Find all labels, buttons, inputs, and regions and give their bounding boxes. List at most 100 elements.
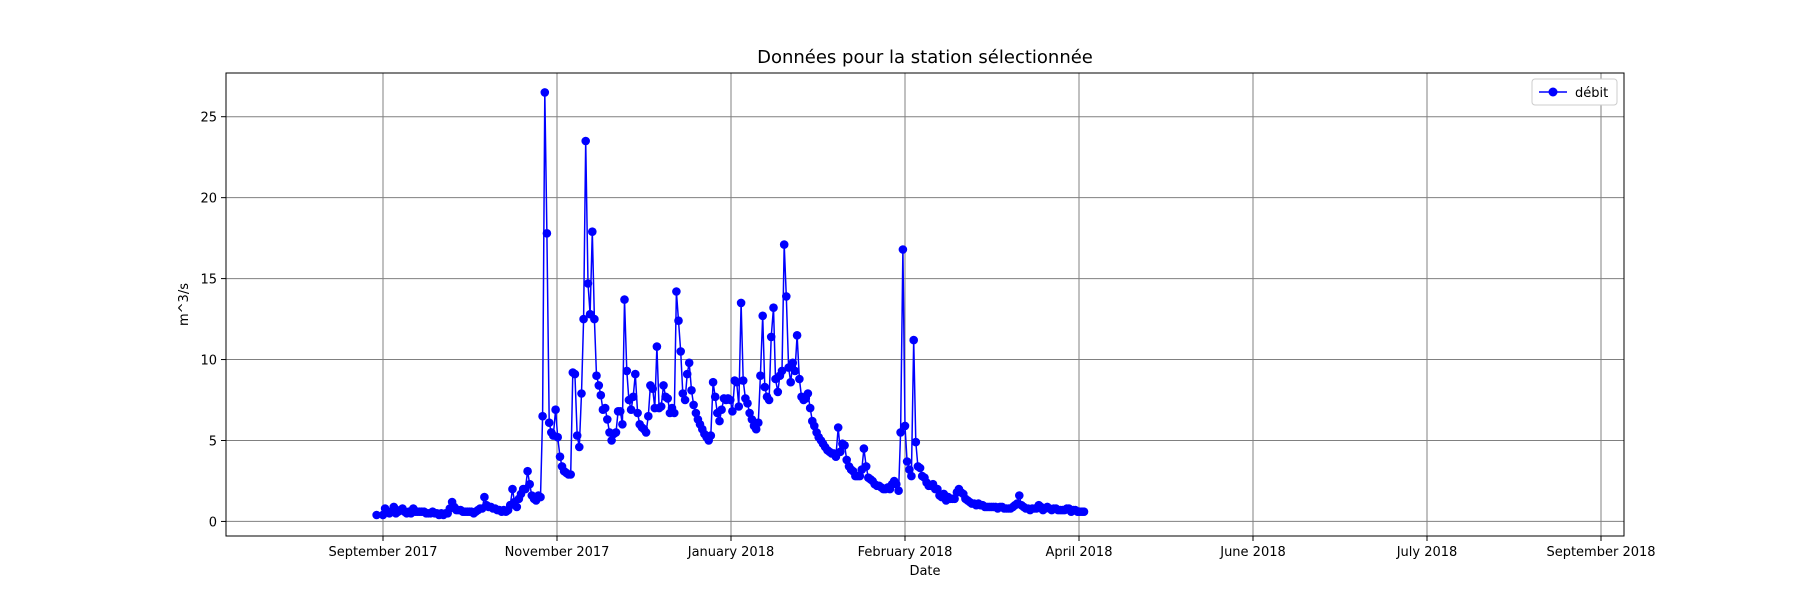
data-point	[575, 442, 584, 452]
data-point	[555, 452, 565, 462]
data-point	[792, 331, 802, 340]
data-point	[788, 358, 798, 368]
data-point	[836, 447, 845, 457]
data-point	[590, 314, 599, 324]
data-point	[618, 420, 627, 429]
data-point	[732, 377, 741, 387]
data-point	[652, 342, 662, 351]
plot-background	[226, 73, 1624, 536]
data-point	[689, 400, 698, 410]
x-tick-label: June 2018	[1219, 545, 1286, 560]
data-point	[779, 240, 789, 249]
data-point	[631, 369, 640, 379]
data-point	[859, 444, 869, 453]
data-point	[538, 411, 547, 421]
data-point	[810, 421, 819, 431]
data-point	[633, 408, 642, 418]
y-tick-label: 15	[200, 273, 217, 288]
y-tick-label: 5	[209, 434, 217, 449]
y-tick-label: 25	[200, 111, 217, 126]
x-tick-label: January 2018	[687, 545, 775, 560]
data-point	[592, 371, 601, 381]
data-point	[553, 432, 562, 442]
data-point	[628, 392, 638, 402]
data-point	[734, 402, 744, 411]
data-point	[659, 381, 668, 390]
x-tick-label: September 2017	[328, 545, 437, 560]
data-point	[616, 407, 625, 416]
data-point	[525, 479, 534, 489]
data-point	[641, 428, 651, 437]
data-point	[680, 395, 690, 405]
data-point	[758, 311, 767, 321]
data-point	[551, 405, 560, 415]
data-point	[840, 441, 849, 450]
data-point	[773, 387, 783, 397]
data-point	[766, 332, 776, 342]
data-point	[842, 455, 851, 465]
data-point	[803, 389, 813, 398]
data-point	[833, 423, 843, 432]
data-point	[579, 314, 588, 324]
data-point	[715, 416, 724, 426]
plot-frame	[225, 72, 1625, 537]
data-point	[626, 405, 636, 415]
data-point	[855, 471, 865, 481]
data-point	[512, 502, 522, 512]
data-point	[581, 136, 590, 146]
data-point	[754, 418, 763, 428]
data-point	[544, 418, 554, 428]
data-point	[603, 415, 612, 424]
y-tick-label: 0	[209, 515, 217, 530]
data-point	[760, 382, 770, 392]
data-point	[678, 389, 688, 398]
data-point	[769, 303, 778, 313]
data-point	[656, 402, 666, 411]
data-point	[480, 492, 489, 502]
data-point	[572, 431, 582, 440]
chart-title: Données pour la station sélectionnée	[757, 47, 1093, 68]
data-point	[747, 415, 757, 424]
data-point	[687, 386, 696, 395]
data-point	[670, 408, 679, 418]
data-point	[523, 466, 532, 476]
data-point	[782, 292, 791, 301]
legend: débit	[1531, 78, 1618, 106]
data-point	[898, 245, 908, 254]
x-gridlines	[382, 73, 1602, 536]
data-point	[676, 347, 685, 356]
data-point	[756, 371, 765, 381]
data-point	[717, 405, 726, 415]
data-point	[566, 470, 575, 479]
x-tick-label: November 2017	[505, 545, 610, 560]
series-markers	[372, 88, 1089, 520]
y-tick-label: 10	[200, 354, 217, 369]
data-point	[743, 399, 752, 408]
data-point	[620, 295, 629, 304]
y-axis-ticks: 0 5 10 15 20 25	[200, 111, 226, 530]
x-tick-label: April 2018	[1046, 545, 1113, 560]
data-point	[542, 229, 552, 238]
data-point	[900, 421, 910, 431]
data-point	[588, 227, 597, 236]
data-point	[728, 407, 737, 416]
data-point	[607, 436, 616, 445]
data-point	[706, 431, 716, 440]
data-point	[508, 484, 517, 494]
data-point	[1079, 507, 1089, 516]
x-tick-label: September 2018	[1546, 545, 1655, 560]
data-point	[896, 428, 905, 437]
data-point	[805, 403, 815, 413]
data-point	[764, 395, 774, 405]
data-point	[708, 377, 718, 387]
data-point	[892, 479, 901, 489]
data-point	[583, 279, 593, 288]
x-axis-ticks: September 2017 November 2017 January 2018 F…	[328, 536, 1656, 560]
data-point	[894, 486, 903, 496]
data-point	[648, 384, 657, 394]
data-point	[600, 403, 610, 413]
data-point	[672, 287, 681, 296]
data-point	[577, 389, 586, 398]
data-point	[909, 335, 918, 345]
